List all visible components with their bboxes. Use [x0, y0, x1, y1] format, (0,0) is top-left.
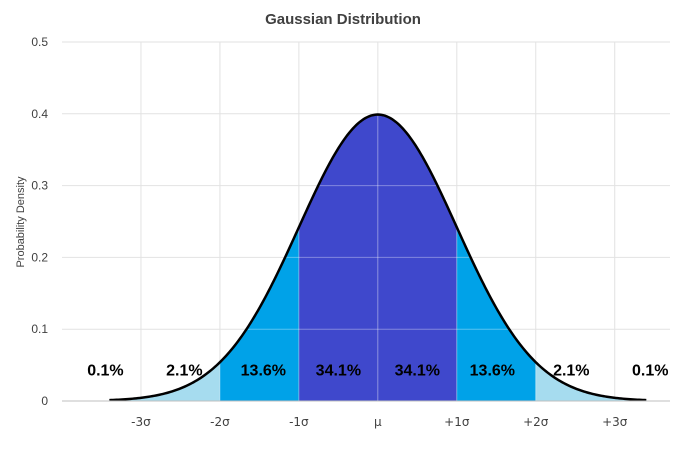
- band-percentage-label: 0.1%: [632, 362, 668, 379]
- x-tick-label: +1σ: [444, 415, 470, 429]
- band-grid-overlay: [219, 114, 537, 401]
- x-tick-label: μ: [374, 415, 382, 429]
- y-tick-labels: 0 0.1 0.2 0.3 0.4 0.5: [31, 35, 48, 408]
- y-tick-label: 0.1: [31, 322, 48, 336]
- x-tick-label: +2σ: [523, 415, 549, 429]
- band-percentage-label: 0.1%: [87, 362, 123, 379]
- density-curve: [109, 113, 647, 402]
- band-percentage-label: 2.1%: [553, 362, 589, 379]
- band-percentage-labels: 0.1% 2.1% 13.6% 34.1% 34.1% 13.6% 2.1% 0.1%: [87, 362, 668, 379]
- band-percentage-label: 13.6%: [470, 362, 515, 379]
- y-tick-label: 0.4: [31, 107, 48, 121]
- chart-title: Gaussian Distribution: [265, 11, 421, 28]
- y-tick-label: 0.5: [31, 35, 48, 49]
- band-percentage-label: 2.1%: [166, 362, 202, 379]
- band-area: [535, 362, 615, 401]
- y-axis-label: Probability Density: [15, 176, 27, 268]
- y-tick-label: 0.3: [31, 179, 48, 193]
- y-tick-label: 0: [41, 394, 48, 408]
- band-percentage-label: 13.6%: [241, 362, 286, 379]
- band-percentage-label: 34.1%: [316, 362, 361, 379]
- x-tick-labels: -3σ -2σ -1σ μ +1σ +2σ +3σ: [131, 415, 628, 429]
- x-tick-label: -3σ: [131, 415, 151, 429]
- x-tick-label: -2σ: [210, 415, 230, 429]
- band-area: [140, 362, 220, 401]
- y-tick-label: 0.2: [31, 250, 48, 264]
- band-percentage-label: 34.1%: [395, 362, 440, 379]
- x-tick-label: +3σ: [602, 415, 628, 429]
- x-tick-label: -1σ: [289, 415, 309, 429]
